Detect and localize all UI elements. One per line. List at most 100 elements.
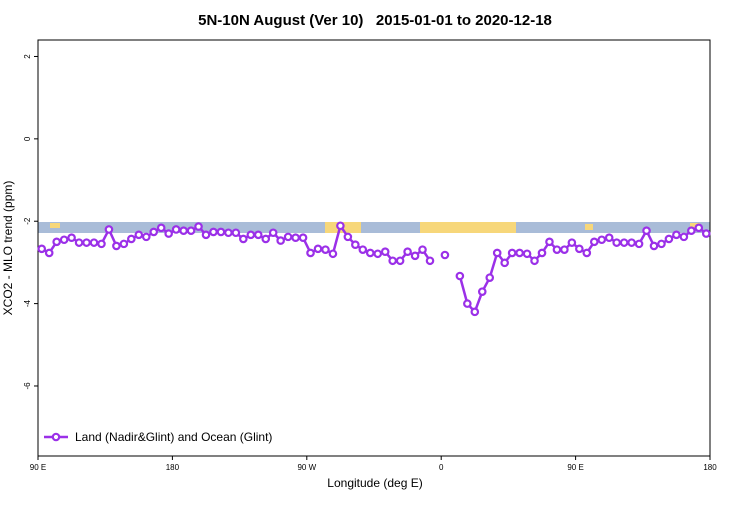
data-point (537, 248, 547, 258)
data-point (328, 249, 338, 259)
data-point (500, 258, 509, 268)
data-point (455, 271, 465, 281)
data-point (418, 245, 427, 254)
x-tick-label: 90 E (567, 463, 583, 472)
data-point (575, 244, 584, 254)
data-point (642, 226, 651, 236)
data-point (589, 237, 599, 247)
legend-label: Land (Nadir&Glint) and Ocean (Glint) (75, 430, 272, 444)
data-point (343, 232, 353, 242)
data-point (649, 241, 659, 251)
data-point (74, 238, 84, 247)
data-point (239, 234, 248, 244)
data-point (164, 229, 173, 238)
data-point (149, 227, 159, 237)
data-point (694, 223, 704, 233)
data-point (403, 247, 412, 257)
data-point (687, 226, 696, 236)
data-point (127, 234, 136, 244)
data-point (567, 238, 577, 247)
data-point (67, 233, 76, 243)
data-point (701, 229, 711, 238)
data-point (246, 230, 256, 240)
data-point (672, 230, 681, 240)
y-axis-label: XCO2 - MLO trend (ppm) (1, 181, 15, 316)
data-point (186, 226, 196, 236)
x-axis-label: Longitude (deg E) (327, 476, 422, 490)
data-point (44, 248, 54, 258)
data-point (336, 221, 345, 231)
y-tick-label: 0 (23, 136, 32, 141)
data-point (52, 237, 61, 247)
x-tick-label: 0 (439, 463, 444, 472)
data-point (313, 244, 323, 254)
x-tick-label: 180 (166, 463, 180, 472)
data-point (492, 248, 502, 258)
data-point (627, 238, 636, 247)
y-tick-label: 2 (23, 54, 32, 59)
data-point (530, 256, 539, 266)
data-point (358, 245, 368, 254)
data-point (104, 225, 114, 234)
data-point (410, 251, 420, 261)
data-point (552, 245, 562, 254)
data-point (261, 234, 271, 244)
data-point (612, 238, 621, 247)
data-point (507, 248, 517, 258)
data-point (224, 228, 233, 238)
data-point (171, 225, 181, 234)
data-point (657, 239, 666, 249)
data-point (201, 230, 211, 240)
data-point (388, 256, 397, 266)
data-point (156, 223, 166, 233)
data-point (380, 247, 390, 257)
data-point (209, 227, 218, 237)
data-point (395, 256, 405, 266)
data-point (253, 230, 263, 240)
y-tick-label: -4 (23, 300, 32, 308)
data-point (283, 232, 293, 242)
data-point (463, 299, 472, 308)
data-point (306, 248, 315, 258)
data-point (365, 248, 375, 258)
data-point (545, 237, 554, 247)
data-point (634, 239, 644, 249)
data-point (59, 235, 69, 245)
chart-title: 5N-10N August (Ver 10) 2015-01-01 to 202… (198, 12, 552, 29)
data-point (485, 273, 495, 282)
plot-frame (37, 39, 711, 457)
data-point (664, 234, 674, 244)
data-point (37, 244, 47, 254)
data-point (134, 230, 144, 240)
x-tick-label: 90 E (30, 463, 46, 472)
data-point (216, 227, 226, 237)
data-point (440, 250, 450, 260)
data-point (291, 233, 300, 243)
data-point (425, 256, 435, 266)
y-tick-label: -2 (23, 217, 32, 225)
data-point (373, 249, 383, 259)
data-point (112, 241, 121, 251)
data-point (597, 235, 607, 245)
x-tick-label: 180 (703, 463, 717, 472)
data-point (231, 228, 241, 238)
data-point (515, 248, 524, 258)
data-point (179, 226, 188, 236)
data-point (141, 232, 151, 242)
data-point (276, 236, 285, 245)
data-point (604, 233, 614, 243)
y-tick-label: -6 (23, 382, 32, 390)
data-point (298, 233, 308, 243)
data-point (268, 228, 278, 238)
data-point (477, 287, 487, 296)
data-point (582, 248, 592, 258)
legend-marker (51, 432, 61, 442)
data-point (522, 249, 532, 259)
data-point (619, 238, 629, 247)
x-tick-label: 90 W (297, 463, 316, 472)
data-point (560, 245, 569, 254)
data-point (97, 239, 106, 249)
data-point (89, 238, 99, 247)
data-point (351, 240, 360, 250)
